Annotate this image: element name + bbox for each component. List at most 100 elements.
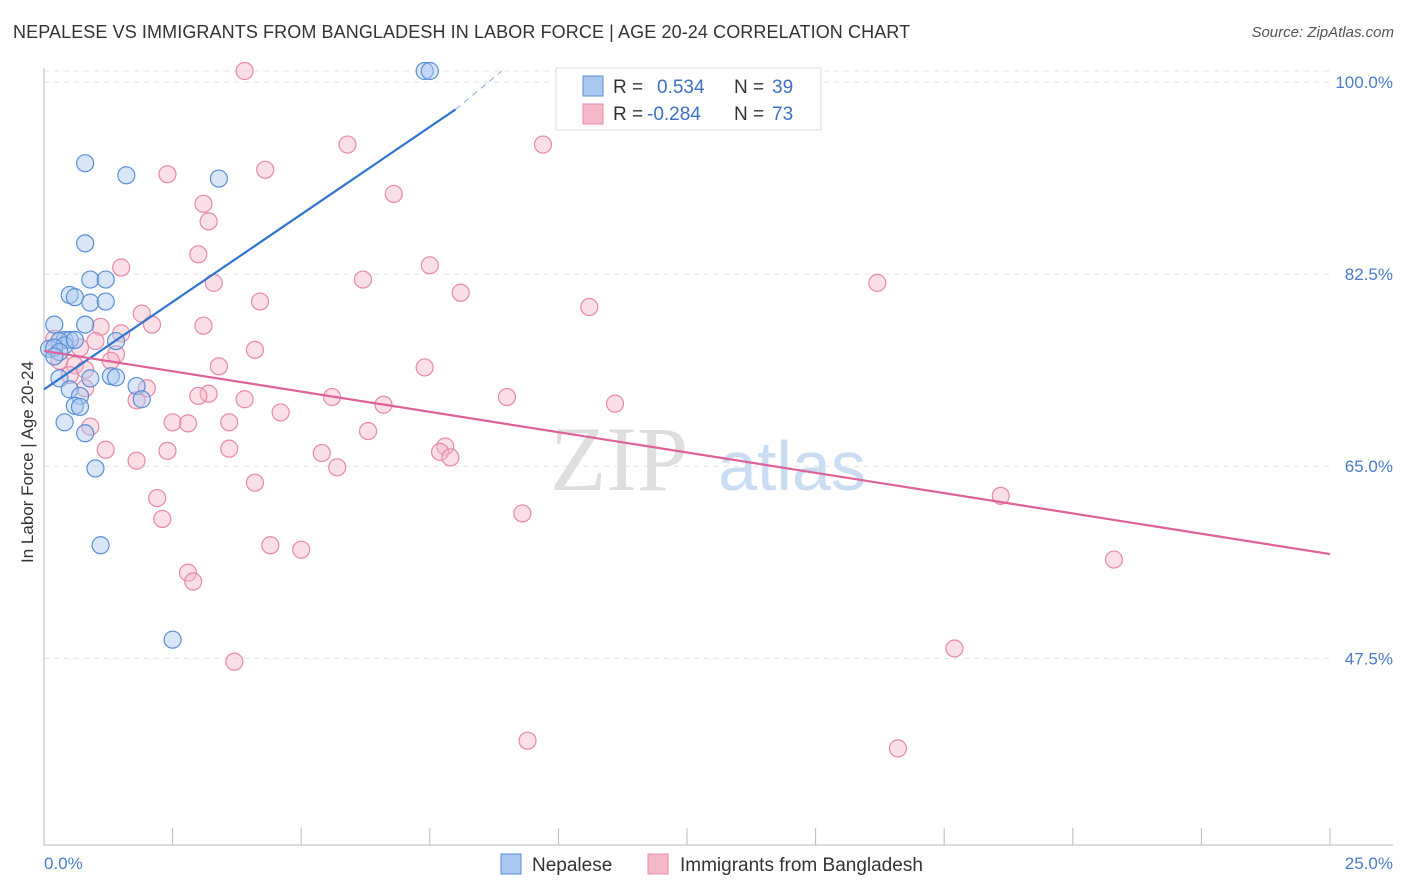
axes [43,68,1393,846]
y-tick-label: 82.5% [1345,265,1393,284]
legend-r-label: R = [613,77,643,98]
bangladesh-point [533,135,553,154]
tick-labels: 47.5% 65.0% 82.5% 100.0% 0.0% 25.0% [44,73,1393,873]
bangladesh-point [415,358,434,377]
nepalese-point [132,390,151,409]
bangladesh-point [256,160,275,179]
bangladesh-point [96,440,115,459]
bangladesh-point [261,536,280,555]
legend-swatch-bangladesh [582,103,604,125]
bangladesh-point [127,451,146,470]
legend-r-label: R = [613,104,643,125]
y-axis-label: In Labor Force | Age 20-24 [18,361,37,563]
bangladesh-point [420,256,439,275]
watermark: ZIP atlas [550,408,866,510]
bottom-legend-nepalese: Nepalese [532,855,612,876]
bangladesh-point [178,563,198,582]
nepalese-point [81,369,100,388]
bangladesh-point [358,421,378,441]
bangladesh-point [384,184,403,204]
bottom-legend-bangladesh: Immigrants from Bangladesh [680,855,923,876]
bangladesh-point [235,61,254,81]
bangladesh-point [245,473,265,492]
bottom-legend-swatch-nepalese [500,853,522,875]
nepalese-point [55,413,74,432]
grid-lines [44,70,1330,659]
bangladesh-point [209,357,228,376]
bangladesh-point [153,509,172,529]
bangladesh-point [189,245,208,264]
bangladesh-point [312,443,331,463]
x-tick-label: 25.0% [1345,854,1393,873]
bangladesh-point [235,390,254,409]
bangladesh-point [199,212,218,231]
legend-n-label: N = [734,77,764,98]
legend-r-value: -0.284 [647,104,701,125]
series-legend: Nepalese Immigrants from Bangladesh [500,853,923,876]
nepalese-point [81,293,100,312]
bangladesh-point [163,413,182,432]
nepalese-trend-extension [455,70,503,110]
bangladesh-point [184,572,203,591]
nepalese-point [420,61,439,81]
nepalese-point [91,536,110,555]
nepalese-point [70,397,90,417]
series-nepalese-points [40,61,439,649]
bangladesh-point [888,739,908,758]
legend-n-label: N = [734,104,764,125]
watermark-zip: ZIP [550,408,688,510]
bangladesh-point [225,652,244,671]
trend-lines [43,70,1331,556]
nepalese-point [45,315,64,334]
nepalese-point [60,380,79,399]
bangladesh-point [112,258,131,277]
nepalese-point [81,270,100,289]
bangladesh-point [945,639,964,658]
watermark-atlas: atlas [718,427,866,505]
legend-r-value: 0.534 [657,77,705,98]
bangladesh-point [86,331,105,351]
bangladesh-point [436,437,455,456]
nepalese-point [76,234,95,253]
bangladesh-point [91,317,110,336]
y-tick-label: 65.0% [1345,457,1393,476]
bangladesh-point [605,394,625,413]
nepalese-point [76,315,95,334]
bangladesh-point [148,488,167,508]
bangladesh-point [189,386,208,406]
bangladesh-point [441,448,460,467]
bangladesh-point [178,414,198,433]
bangladesh-point [158,441,177,460]
nepalese-point [163,630,182,649]
bangladesh-point [518,731,537,750]
bangladesh-point [580,297,599,317]
source-credit: Source: ZipAtlas.com [1251,24,1394,41]
nepalese-point [45,347,64,366]
bangladesh-point [220,413,239,432]
nepalese-point [415,61,434,81]
x-tick-label: 0.0% [44,854,83,873]
nepalese-point [65,288,84,307]
y-tick-label: 100.0% [1335,73,1393,92]
nepalese-point [96,292,115,311]
bottom-legend-swatch-bangladesh [647,853,669,875]
bangladesh-trend-line [43,349,1331,556]
bangladesh-point [338,135,357,154]
bangladesh-point [328,458,347,477]
legend-n-value: 73 [772,104,793,125]
chart-title: NEPALESE VS IMMIGRANTS FROM BANGLADESH I… [13,22,911,42]
nepalese-point [96,270,115,289]
nepalese-point [86,459,105,478]
series-bangladesh-points [45,61,1124,758]
bangladesh-point [250,292,270,311]
bangladesh-point [158,165,177,184]
nepalese-point [65,330,84,350]
y-tick-label: 47.5% [1345,649,1393,668]
nepalese-point [209,169,228,188]
bangladesh-point [194,316,213,335]
nepalese-trend-line [43,108,457,391]
bangladesh-point [868,273,887,292]
bangladesh-point [513,504,532,523]
bangladesh-point [292,540,311,559]
